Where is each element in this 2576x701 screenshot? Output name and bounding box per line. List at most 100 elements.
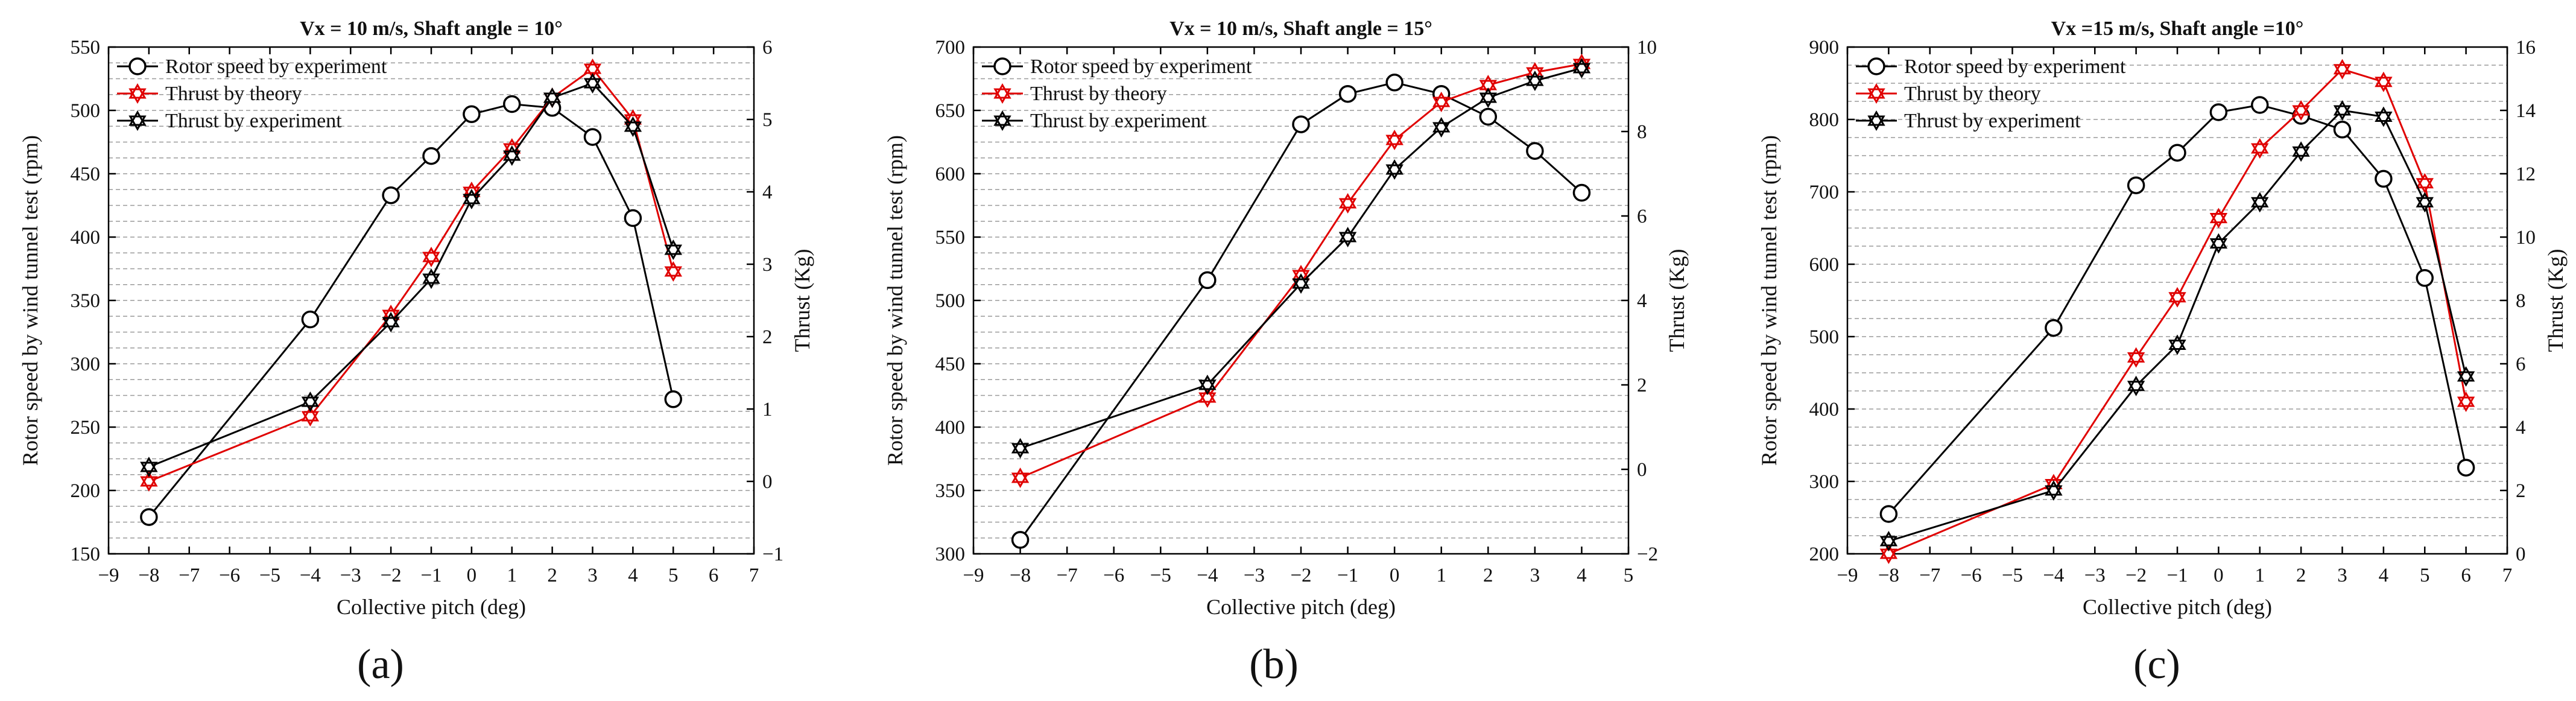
series-point — [2168, 287, 2186, 308]
y2-tick-label: 4 — [1637, 290, 1647, 312]
series-point — [1526, 142, 1544, 160]
x-tick-label: −1 — [420, 565, 441, 586]
legend-label: Thrust by theory — [165, 83, 302, 105]
y2-tick-label: 1 — [762, 399, 773, 420]
x-tick-label: −2 — [381, 565, 402, 586]
series-point — [1479, 87, 1497, 109]
legend-label: Thrust by experiment — [165, 110, 342, 132]
x-tick-label: 6 — [2461, 565, 2471, 586]
y-tick-label: 700 — [1809, 182, 1840, 203]
series-point — [1292, 273, 1310, 294]
series-point — [463, 105, 481, 124]
y2-axis-label: Thrust (Kg) — [790, 249, 814, 352]
panel-caption: (c) — [2133, 641, 2180, 688]
series-point — [2168, 144, 2186, 162]
x-tick-label: 2 — [1483, 565, 1493, 586]
x-tick-label: −6 — [219, 565, 240, 586]
series-line — [1888, 104, 2467, 515]
x-tick-label: −8 — [138, 565, 159, 586]
series-point-tri-down — [664, 244, 682, 260]
series-point — [1479, 107, 1498, 126]
legend-marker — [128, 57, 147, 75]
y2-tick-label: 2 — [2516, 480, 2526, 502]
x-tick-label: 5 — [1624, 565, 1634, 586]
legend-marker — [128, 83, 147, 104]
series-point — [301, 310, 320, 329]
series-point-tri-down — [1432, 122, 1451, 138]
y2-tick-label: 5 — [762, 109, 773, 131]
series-point — [1432, 91, 1451, 113]
x-tick-label: 2 — [2296, 565, 2306, 586]
legend-marker-tri-down — [993, 115, 1011, 132]
series-point — [1526, 71, 1544, 91]
x-tick-label: 5 — [668, 565, 679, 586]
y-tick-label: 700 — [935, 37, 966, 59]
series-point — [1198, 375, 1217, 395]
series-point-tri-down — [1011, 443, 1030, 458]
y2-tick-label: 12 — [2516, 163, 2536, 185]
series-point — [1879, 530, 1898, 552]
series-1 — [1879, 59, 2475, 565]
series-point — [2250, 138, 2269, 159]
series-point — [2457, 366, 2475, 387]
series-point-tri-down — [463, 194, 481, 210]
x-axis-label: Collective pitch (deg) — [1206, 595, 1396, 619]
series-line — [148, 103, 674, 518]
series-point — [382, 186, 400, 205]
legend-label: Rotor speed by experiment — [1030, 56, 1252, 78]
series-point-tri-down — [422, 252, 440, 268]
legend: Rotor speed by experiment Thrust by theor… — [1856, 56, 2126, 132]
y2-tick-label: 16 — [2516, 37, 2536, 59]
series-point-tri-down — [422, 273, 440, 290]
y-tick-label: 450 — [71, 163, 101, 185]
legend-label: Thrust by theory — [1030, 83, 1167, 105]
series-point — [1385, 74, 1404, 92]
series-point — [2168, 334, 2186, 355]
chart-title: Vx = 10 m/s, Shaft angle = 15° — [1169, 17, 1432, 40]
y2-tick-label: 6 — [2516, 354, 2526, 375]
series-point-tri-down — [2250, 143, 2269, 159]
series-point — [2127, 176, 2145, 194]
series-point — [503, 95, 521, 113]
series-point-tri-down — [2127, 352, 2145, 368]
series-point — [382, 311, 400, 333]
series-point-tri-down — [1198, 379, 1217, 395]
series-point — [1385, 130, 1404, 150]
y-tick-label: 600 — [1809, 254, 1840, 276]
series-point — [2250, 192, 2269, 213]
y2-tick-label: 3 — [762, 254, 773, 276]
series-point — [664, 239, 682, 260]
series-point-tri-down — [1011, 472, 1030, 488]
x-tick-label: −5 — [1150, 565, 1171, 586]
series-point — [1432, 116, 1451, 138]
series-point-tri-down — [1292, 278, 1310, 294]
series-point — [140, 508, 158, 526]
legend-marker — [1867, 83, 1885, 104]
legend: Rotor speed by experiment Thrust by theor… — [117, 56, 387, 132]
x-tick-label: 7 — [2502, 565, 2513, 586]
y-tick-label: 450 — [935, 354, 966, 375]
legend-marker — [993, 83, 1011, 104]
series-point-tri-down — [1479, 80, 1497, 96]
series-point — [2209, 233, 2228, 254]
series-point — [1572, 58, 1591, 78]
x-tick-label: −4 — [1197, 565, 1218, 586]
chart-title: Vx = 10 m/s, Shaft angle = 10° — [300, 17, 563, 40]
x-tick-label: −8 — [1010, 565, 1031, 586]
y-tick-label: 400 — [71, 227, 101, 249]
y-tick-label: 650 — [935, 100, 966, 122]
series-point — [2457, 458, 2475, 477]
series-point-tri-down — [2292, 146, 2310, 162]
series-point — [2333, 59, 2352, 80]
series-point — [1198, 271, 1217, 290]
series-point — [1011, 468, 1030, 488]
y2-tick-label: 6 — [1637, 206, 1647, 227]
y2-axis-label: Thrust (Kg) — [1665, 249, 1689, 352]
legend-label: Thrust by experiment — [1904, 110, 2081, 132]
x-tick-label: −6 — [1103, 565, 1124, 586]
series-point — [2292, 100, 2310, 121]
x-tick-label: 3 — [587, 565, 598, 586]
series-line — [1019, 81, 1583, 541]
series-point — [2416, 269, 2434, 287]
x-tick-label: 3 — [2337, 565, 2347, 586]
